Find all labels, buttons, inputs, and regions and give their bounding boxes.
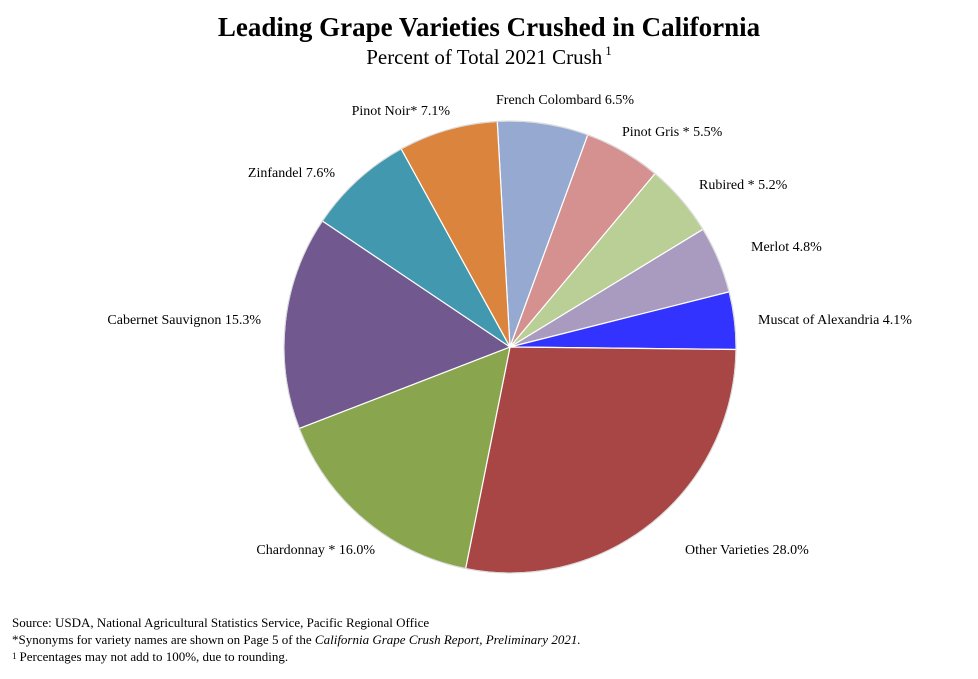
- slice-label-rubired: Rubired * 5.2%: [699, 178, 788, 193]
- slice-label-zinfandel: Zinfandel 7.6%: [248, 166, 335, 181]
- report-title: California Grape Crush Report, Prelimina…: [314, 632, 581, 647]
- slice-label-muscat-of-alexandria: Muscat of Alexandria 4.1%: [758, 313, 912, 328]
- rounding-note-text: Percentages may not add to 100%, due to …: [19, 649, 289, 664]
- slice-label-cabernet-sauvignon: Cabernet Sauvignon 15.3%: [107, 313, 261, 328]
- pie-slice-other-varieties: [464, 346, 737, 574]
- source-note: Source: USDA, National Agricultural Stat…: [12, 615, 430, 630]
- slice-label-pinot-gris: Pinot Gris * 5.5%: [622, 125, 723, 140]
- chart-subtitle-text: Percent of Total 2021 Crush: [366, 45, 603, 69]
- slice-label-chardonnay: Chardonnay * 16.0%: [256, 543, 375, 558]
- pie-outline: [283, 120, 737, 574]
- chart-title: Leading Grape Varieties Crushed in Calif…: [217, 12, 761, 42]
- slice-label-other-varieties: Other Varieties 28.0%: [685, 543, 809, 558]
- slice-label-french-colombard: French Colombard 6.5%: [496, 93, 634, 108]
- synonyms-note-text: *Synonyms for variety names are shown on…: [12, 632, 315, 647]
- rounding-note: 1 Percentages may not add to 100%, due to…: [12, 648, 581, 665]
- footnotes: Source: USDA, National Agricultural Stat…: [12, 614, 581, 665]
- slice-label-merlot: Merlot 4.8%: [751, 240, 822, 255]
- rounding-footnote-marker: 1: [12, 651, 17, 661]
- subtitle-footnote-marker: 1: [605, 43, 612, 58]
- pie-slices: [283, 120, 737, 574]
- slice-label-pinot-noir: Pinot Noir* 7.1%: [352, 104, 451, 119]
- chart-subtitle: Percent of Total 2021 Crush 1: [0, 43, 978, 70]
- pie-labels: French Colombard 6.5% Pinot Gris * 5.5% Ru…: [107, 93, 912, 558]
- synonyms-note: *Synonyms for variety names are shown on…: [12, 631, 581, 648]
